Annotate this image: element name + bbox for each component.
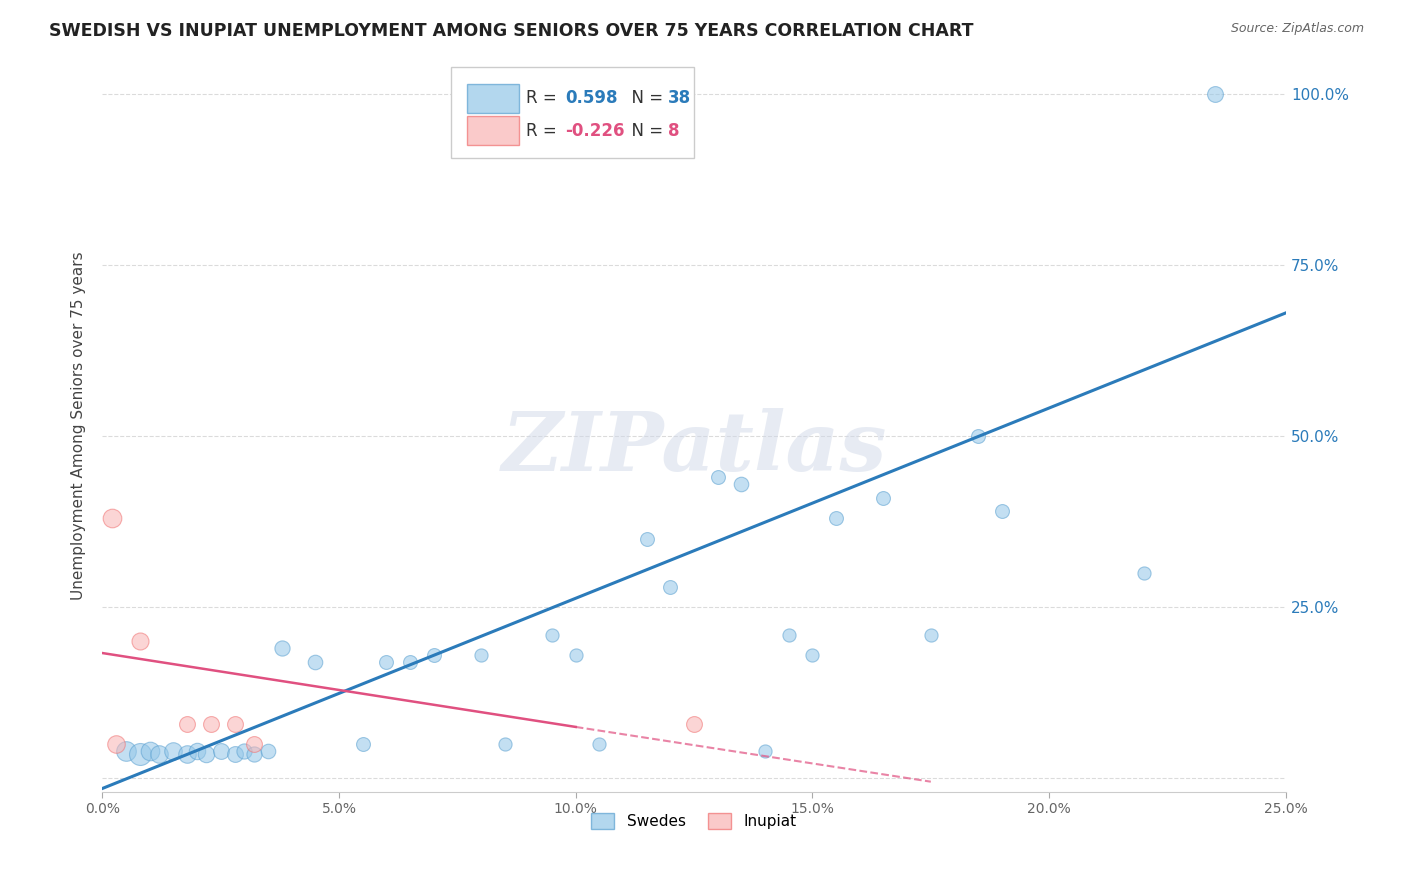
Point bbox=[967, 429, 990, 443]
Point bbox=[825, 511, 848, 525]
Point bbox=[186, 744, 208, 758]
Point bbox=[636, 532, 658, 546]
Point bbox=[422, 648, 444, 662]
Text: N =: N = bbox=[620, 89, 668, 107]
Text: R =: R = bbox=[526, 89, 562, 107]
Point bbox=[352, 737, 374, 751]
Point bbox=[162, 744, 184, 758]
Point bbox=[195, 747, 218, 762]
Point bbox=[176, 716, 198, 731]
Text: R =: R = bbox=[526, 121, 562, 140]
Point bbox=[242, 747, 264, 762]
Point bbox=[224, 716, 246, 731]
Legend: Swedes, Inupiat: Swedes, Inupiat bbox=[585, 807, 803, 836]
Point bbox=[1133, 566, 1156, 580]
Text: 8: 8 bbox=[668, 121, 679, 140]
Text: Source: ZipAtlas.com: Source: ZipAtlas.com bbox=[1230, 22, 1364, 36]
Text: N =: N = bbox=[620, 121, 668, 140]
Point bbox=[778, 627, 800, 641]
Point bbox=[399, 655, 422, 669]
Point bbox=[991, 504, 1014, 518]
Point bbox=[176, 747, 198, 762]
Point bbox=[706, 470, 728, 484]
Point bbox=[659, 580, 682, 594]
Point bbox=[683, 716, 706, 731]
Point bbox=[470, 648, 492, 662]
Point bbox=[100, 511, 122, 525]
Point bbox=[304, 655, 326, 669]
Point bbox=[224, 747, 246, 762]
Point bbox=[375, 655, 398, 669]
Y-axis label: Unemployment Among Seniors over 75 years: Unemployment Among Seniors over 75 years bbox=[72, 252, 86, 600]
Point bbox=[271, 641, 294, 656]
Point bbox=[115, 744, 138, 758]
Text: -0.226: -0.226 bbox=[565, 121, 624, 140]
FancyBboxPatch shape bbox=[467, 84, 519, 112]
Point bbox=[494, 737, 516, 751]
Point bbox=[209, 744, 232, 758]
Point bbox=[872, 491, 894, 505]
Point bbox=[138, 744, 160, 758]
Text: ZIPatlas: ZIPatlas bbox=[502, 408, 887, 488]
FancyBboxPatch shape bbox=[467, 116, 519, 145]
Point bbox=[730, 477, 752, 491]
Text: SWEDISH VS INUPIAT UNEMPLOYMENT AMONG SENIORS OVER 75 YEARS CORRELATION CHART: SWEDISH VS INUPIAT UNEMPLOYMENT AMONG SE… bbox=[49, 22, 974, 40]
Text: 38: 38 bbox=[668, 89, 692, 107]
Point bbox=[564, 648, 586, 662]
FancyBboxPatch shape bbox=[451, 67, 695, 159]
Point bbox=[233, 744, 256, 758]
Point bbox=[129, 634, 152, 648]
Point bbox=[242, 737, 264, 751]
Point bbox=[129, 747, 152, 762]
Point bbox=[1204, 87, 1226, 101]
Point bbox=[920, 627, 942, 641]
Point bbox=[541, 627, 564, 641]
Point bbox=[588, 737, 610, 751]
Point bbox=[148, 747, 170, 762]
Point bbox=[801, 648, 824, 662]
Point bbox=[257, 744, 280, 758]
Point bbox=[200, 716, 222, 731]
Text: 0.598: 0.598 bbox=[565, 89, 617, 107]
Point bbox=[754, 744, 776, 758]
Point bbox=[105, 737, 128, 751]
